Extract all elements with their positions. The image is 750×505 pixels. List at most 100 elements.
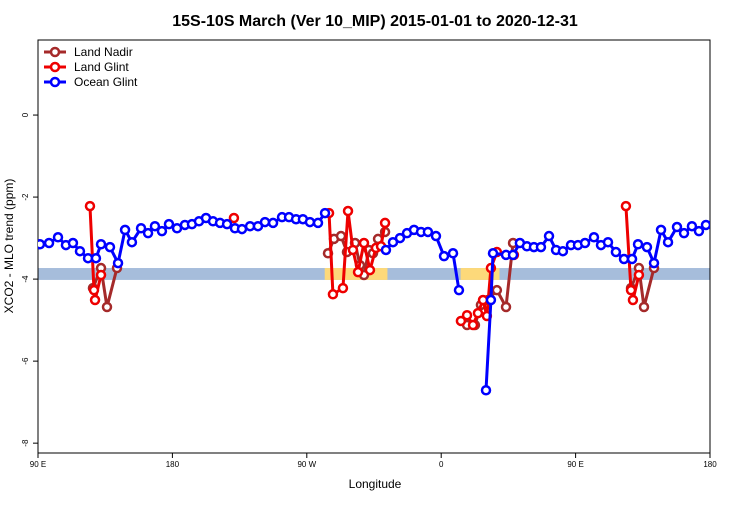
data-point [557,245,569,257]
data-point [579,237,591,249]
legend-label: Land Glint [74,60,129,74]
data-point [394,232,406,244]
data-point [342,205,354,217]
data-point [671,221,683,233]
x-tick-label: 90 E [567,460,583,469]
highlight-band [460,268,500,280]
data-point [588,232,600,243]
data-point [447,248,459,259]
legend-label: Ocean Glint [74,75,138,89]
data-point [543,230,555,242]
data-point [319,207,331,219]
data-point [142,227,154,239]
data-point [95,269,107,281]
data-point [379,217,391,229]
data-point [38,238,46,250]
data-point [678,227,690,239]
data-point [485,294,497,306]
data-point [90,252,102,264]
data-point [693,225,705,237]
data-point [686,220,698,232]
data-point [380,244,392,256]
x-tick-label: 180 [703,460,717,469]
data-point [638,301,650,313]
data-point [461,309,473,321]
data-point [84,200,96,212]
y-tick-label: -8 [21,439,30,447]
data-point [156,225,168,237]
chart-title: 15S-10S March (Ver 10_MIP) 2015-01-01 to… [172,13,578,30]
data-point [364,264,376,276]
data-point [327,289,339,300]
data-point [633,269,645,281]
data-point [610,246,622,258]
data-point [88,284,100,296]
data-point [422,226,434,238]
data-point [304,216,316,228]
data-point [119,224,131,236]
legend-marker [49,46,61,58]
data-point [430,230,442,242]
data-point [438,250,450,262]
data-point [358,237,370,249]
legend-label: Land Nadir [74,45,133,59]
data-point [627,294,639,306]
data-point [455,315,467,327]
x-axis-label: Longitude [349,477,402,491]
data-point [625,284,637,296]
data-point [135,222,147,234]
x-tick-label: 90 W [297,460,316,469]
data-point [89,294,101,306]
data-point [507,249,519,261]
data-point [487,248,499,259]
data-point [620,200,632,212]
y-tick-label: 0 [21,112,30,117]
data-point [535,241,547,253]
legend-marker [49,76,61,88]
data-point [52,232,64,243]
data-point [453,284,465,296]
legend-marker [49,61,61,73]
data-point [700,219,710,231]
data-point [618,253,630,265]
y-tick-label: -6 [21,357,30,365]
data-point [491,284,503,296]
data-point [74,245,86,257]
y-tick-label: -4 [21,275,30,283]
data-point [335,230,347,242]
data-point [352,266,364,278]
data-point [337,282,349,294]
data-point [500,301,512,313]
data-point [662,236,674,248]
data-point [104,241,116,253]
x-tick-label: 90 E [30,460,46,469]
data-point [259,216,271,228]
data-point [632,238,644,250]
plot-area [38,200,710,396]
y-axis-label: XCO2 - MLO trend (ppm) [2,179,16,314]
data-point [602,236,614,248]
data-point [480,385,492,396]
y-tick-label: -2 [21,193,30,201]
x-tick-label: 0 [439,460,444,469]
x-tick-label: 180 [166,460,180,469]
data-point [626,253,638,265]
data-point [95,238,107,250]
data-point [67,237,79,249]
data-point [648,257,660,269]
data-point [472,307,484,319]
data-point [112,257,124,269]
data-point [641,241,653,253]
data-point [267,217,279,229]
data-point [347,244,359,256]
data-point [467,319,479,331]
data-point [149,220,161,232]
data-point [126,236,138,248]
data-point [312,217,324,229]
data-point [236,223,248,235]
data-point [101,301,113,313]
data-point [655,224,667,236]
data-point [163,218,175,230]
data-point [43,237,55,249]
